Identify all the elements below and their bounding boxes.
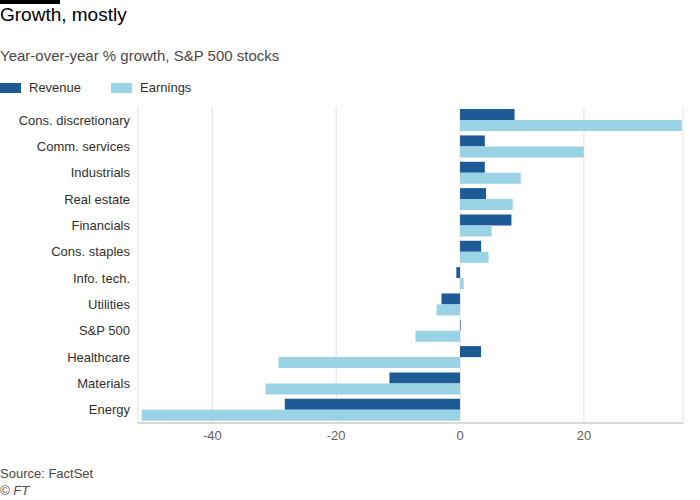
svg-text:Cons. discretionary: Cons. discretionary [19,113,131,128]
svg-text:Cons. staples: Cons. staples [51,244,130,259]
svg-text:Materials: Materials [77,376,130,391]
html-text:Earnings: Earnings [140,80,192,95]
html-text:Revenue: Revenue [29,80,81,95]
svg-text:Info. tech.: Info. tech. [73,271,130,286]
svg-text:-40: -40 [203,428,222,443]
svg-text:Utilities: Utilities [88,297,130,312]
svg-text:20: 20 [577,428,591,443]
svg-text:Financials: Financials [71,218,130,233]
svg-text:-20: -20 [327,428,346,443]
html-text:© FT: © FT [0,483,30,498]
svg-text:S&P 500: S&P 500 [79,323,130,338]
svg-text:Healthcare: Healthcare [67,350,130,365]
svg-text:Comm. services: Comm. services [37,139,131,154]
svg-text:Real estate: Real estate [64,192,130,207]
svg-text:Energy: Energy [89,402,131,417]
svg-text:0: 0 [456,428,463,443]
html-text:Growth, mostly: Growth, mostly [0,4,127,25]
html-text:Source: FactSet: Source: FactSet [0,466,94,481]
html-text:Year-over-year % growth, S&P 5: Year-over-year % growth, S&P 500 stocks [0,47,280,64]
svg-text:Industrials: Industrials [71,165,131,180]
